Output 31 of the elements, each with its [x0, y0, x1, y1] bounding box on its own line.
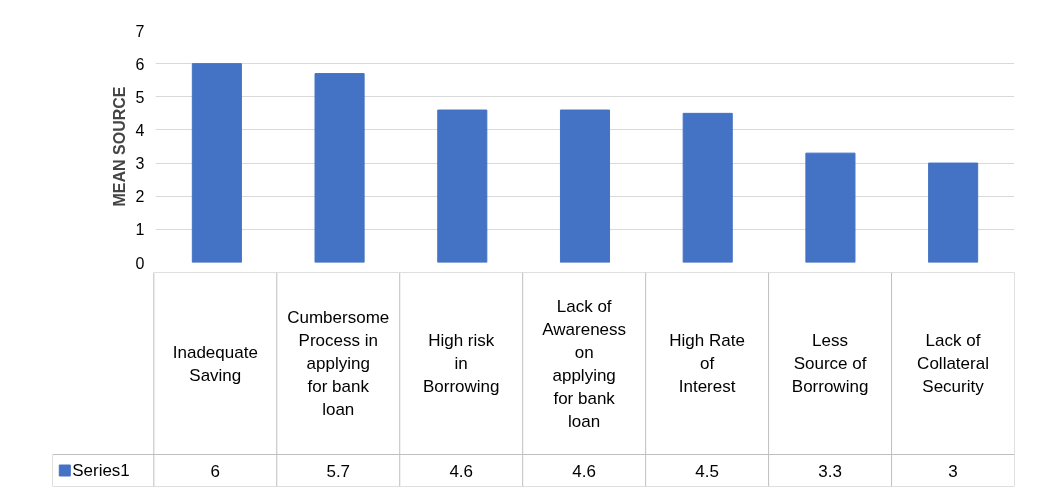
bar	[928, 162, 979, 263]
x-tick-label: High Rate of Interest	[669, 331, 745, 396]
y-tick-label: 0	[135, 254, 145, 272]
x-tick-label: Lack of Collateral Security	[917, 331, 989, 396]
y-tick-label: 1	[135, 221, 145, 239]
x-tick-label: Inadequate Saving	[172, 342, 258, 385]
bar	[559, 109, 611, 263]
data-label: 3.3	[818, 461, 842, 481]
x-tick-label: High risk in Borrowing	[422, 331, 500, 396]
x-tick-label: Less Source of Borrowing	[791, 331, 869, 396]
y-tick-label: 2	[135, 188, 145, 206]
bar	[805, 152, 856, 263]
x-tick-label: Cumbersome Process in applying for bank loan	[287, 308, 390, 419]
y-tick-label: 6	[135, 55, 145, 73]
bar	[191, 63, 242, 263]
bar	[682, 112, 733, 263]
data-label: 3	[948, 461, 958, 481]
y-tick-label: 5	[135, 88, 145, 106]
y-tick-label: 3	[135, 155, 145, 173]
bar	[314, 73, 365, 263]
bar	[437, 109, 488, 263]
y-tick-label: 4	[135, 121, 145, 139]
y-axis-title: MEAN SOURCE	[110, 86, 128, 207]
data-label: 4.6	[572, 461, 596, 481]
x-tick-label: Lack of Awareness on applying for bank loan	[542, 296, 627, 431]
legend-label: Series1	[72, 461, 130, 480]
data-label: 5.7	[326, 461, 351, 481]
y-tick-label: 7	[135, 22, 145, 40]
data-label: 4.5	[695, 461, 719, 481]
data-label: 4.6	[449, 461, 474, 481]
data-label: 6	[210, 461, 221, 481]
